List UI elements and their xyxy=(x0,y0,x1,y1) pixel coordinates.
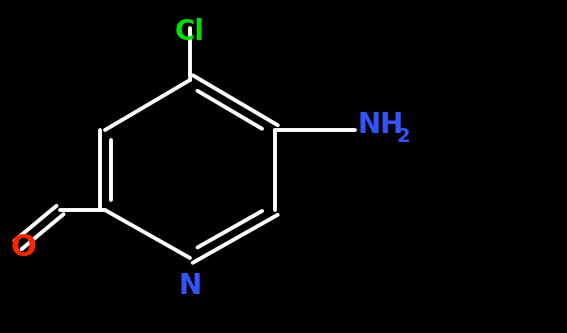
Text: NH: NH xyxy=(358,111,404,139)
Text: 2: 2 xyxy=(397,127,411,146)
Text: Cl: Cl xyxy=(175,18,205,46)
Text: N: N xyxy=(179,272,201,300)
Text: O: O xyxy=(10,233,36,262)
